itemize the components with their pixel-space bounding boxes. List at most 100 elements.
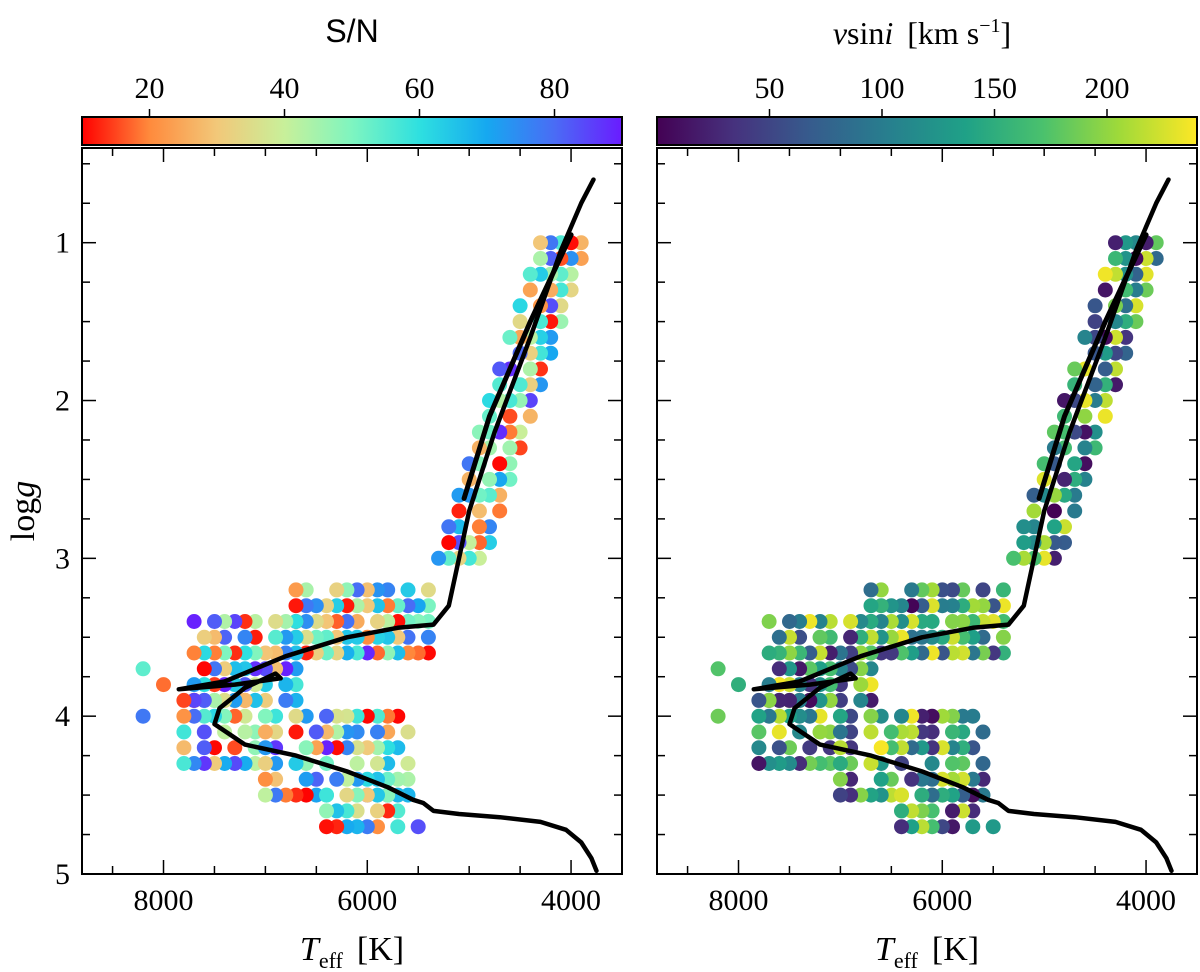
right-star-point xyxy=(863,708,879,724)
left-ytick-label: 4 xyxy=(55,700,70,733)
right-star-point xyxy=(904,771,920,787)
right-xtick-label: 8000 xyxy=(709,884,769,917)
left-star-point xyxy=(135,708,151,724)
left-star-point xyxy=(329,771,345,787)
left-star-point xyxy=(410,819,426,835)
right-star-point xyxy=(975,756,991,771)
left-star-point xyxy=(278,692,294,708)
left-star-point xyxy=(288,598,304,614)
left-star-point xyxy=(502,440,518,456)
right-star-point xyxy=(1057,471,1072,487)
right-star-point xyxy=(945,803,960,819)
left-colorbar-tick-label: 20 xyxy=(135,72,165,105)
right-star-point xyxy=(1067,503,1083,519)
left-star-point xyxy=(420,629,436,645)
left-star-point xyxy=(512,314,528,330)
left-star-point xyxy=(400,756,416,771)
right-star-point xyxy=(1016,535,1032,551)
left-star-point xyxy=(400,724,416,740)
left-star-point xyxy=(196,740,212,756)
right-star-point xyxy=(975,724,991,740)
left-star-point xyxy=(319,803,334,819)
right-star-point xyxy=(731,677,746,693)
right-star-point xyxy=(832,724,848,740)
right-star-point xyxy=(894,803,909,819)
right-colorbar-tick-label: 150 xyxy=(972,72,1017,105)
left-star-point xyxy=(257,787,273,803)
left-colorbar-tick-label: 80 xyxy=(540,72,570,105)
left-panel-frame xyxy=(81,147,623,875)
left-star-point xyxy=(492,456,508,472)
right-star-point xyxy=(782,614,797,629)
right-star-point xyxy=(751,724,767,740)
left-star-point xyxy=(237,629,253,645)
left-panel: 8000 6000 4000 1 2 3 4 5 xyxy=(55,147,623,917)
right-star-point xyxy=(1067,456,1083,472)
left-star-point xyxy=(492,361,508,377)
left-star-point xyxy=(329,582,345,598)
right-star-point xyxy=(751,708,767,724)
left-star-point xyxy=(298,740,314,756)
right-star-point xyxy=(853,692,869,708)
left-xtick-label: 8000 xyxy=(134,884,194,917)
left-star-point xyxy=(227,740,243,756)
right-star-point xyxy=(832,756,848,771)
left-star-point xyxy=(268,629,284,645)
right-star-point xyxy=(710,661,726,677)
right-star-point xyxy=(1077,329,1093,345)
right-colorbar-tick-label: 100 xyxy=(860,72,905,105)
right-star-point xyxy=(945,614,960,629)
right-star-point xyxy=(873,740,889,756)
right-star-point xyxy=(751,756,767,771)
left-star-point xyxy=(288,724,304,740)
right-panel-frame xyxy=(656,147,1198,875)
right-colorbar-tick-label: 50 xyxy=(755,72,785,105)
left-isochrone-line xyxy=(176,177,599,874)
right-star-point xyxy=(975,582,991,598)
left-colorbar-tick-label: 60 xyxy=(405,72,435,105)
right-star-point xyxy=(812,724,828,740)
left-star-point xyxy=(176,756,192,771)
right-star-point xyxy=(965,819,981,835)
right-star-point xyxy=(894,787,909,803)
left-star-point xyxy=(257,771,273,787)
right-star-point xyxy=(802,740,818,756)
left-star-point xyxy=(257,756,273,771)
left-ylabel: logg xyxy=(5,481,42,541)
left-star-point xyxy=(339,787,355,803)
left-star-point xyxy=(522,282,538,298)
right-star-point xyxy=(853,677,869,693)
right-star-point xyxy=(1097,408,1113,424)
left-star-point xyxy=(471,503,487,519)
left-star-point xyxy=(176,724,192,740)
left-star-point xyxy=(512,377,528,393)
left-star-point xyxy=(196,661,212,677)
right-xtick-label: 6000 xyxy=(912,884,972,917)
left-star-point xyxy=(196,724,212,740)
left-star-point xyxy=(288,582,304,598)
left-ytick-label: 5 xyxy=(55,858,70,891)
right-star-point xyxy=(924,756,940,771)
right-star-point xyxy=(843,614,859,629)
left-star-point xyxy=(319,708,334,724)
right-star-point xyxy=(914,787,930,803)
right-star-point xyxy=(812,629,828,645)
left-star-point xyxy=(298,771,314,787)
right-star-point xyxy=(710,708,726,724)
right-star-point xyxy=(863,582,879,598)
right-star-point xyxy=(751,692,767,708)
right-star-point xyxy=(1097,282,1113,298)
right-isochrone-branch xyxy=(1036,232,1149,501)
left-star-point xyxy=(451,503,467,519)
right-star-point xyxy=(1108,251,1123,266)
left-xtick-label: 6000 xyxy=(337,884,397,917)
left-star-point xyxy=(288,708,304,724)
right-star-point xyxy=(1108,235,1123,251)
left-star-point xyxy=(370,724,385,740)
left-ytick-label: 3 xyxy=(55,542,70,575)
left-xlabel: Teff [K] xyxy=(300,931,404,972)
left-star-point xyxy=(237,724,253,740)
left-star-point xyxy=(268,614,284,629)
right-star-point xyxy=(1046,503,1062,519)
right-xtick-label: 4000 xyxy=(1116,884,1176,917)
